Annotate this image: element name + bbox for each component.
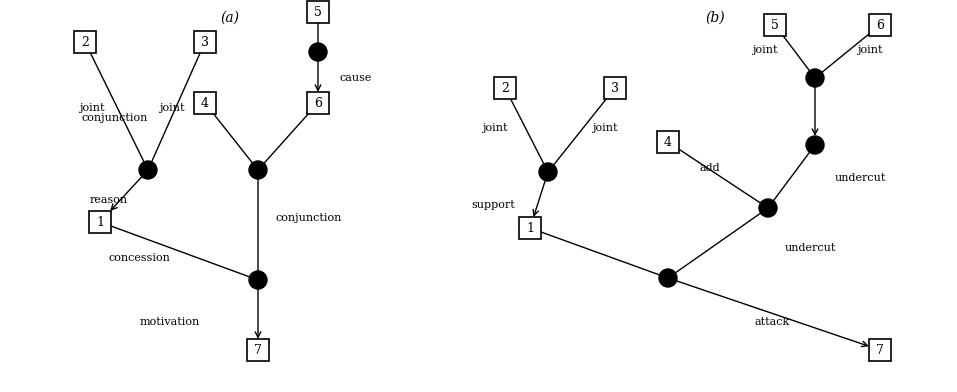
Text: support: support — [471, 200, 515, 210]
Bar — [657, 131, 679, 153]
Text: joint: joint — [79, 103, 105, 113]
Bar — [869, 339, 891, 361]
Text: 7: 7 — [254, 343, 262, 356]
Circle shape — [659, 269, 677, 287]
Text: 4: 4 — [664, 136, 672, 149]
Text: 6: 6 — [314, 96, 322, 109]
Text: concession: concession — [108, 253, 170, 263]
Text: joint: joint — [592, 123, 618, 133]
Bar — [194, 31, 216, 53]
Bar — [519, 217, 541, 239]
Text: 7: 7 — [876, 343, 884, 356]
Text: 2: 2 — [81, 36, 89, 49]
Text: add: add — [700, 163, 721, 173]
Text: 2: 2 — [501, 82, 509, 94]
Circle shape — [139, 161, 157, 179]
Text: cause: cause — [340, 73, 372, 83]
Text: 1: 1 — [96, 216, 104, 229]
Text: conjunction: conjunction — [275, 213, 342, 223]
Circle shape — [249, 161, 267, 179]
Circle shape — [759, 199, 777, 217]
Text: motivation: motivation — [140, 317, 200, 327]
Bar — [247, 339, 269, 361]
Text: 5: 5 — [771, 18, 779, 31]
Text: 5: 5 — [314, 5, 322, 18]
Text: reason: reason — [90, 195, 128, 205]
Text: joint: joint — [857, 45, 883, 55]
Circle shape — [806, 69, 824, 87]
Bar — [307, 1, 329, 23]
Text: 3: 3 — [611, 82, 619, 94]
Bar — [604, 77, 626, 99]
Bar — [764, 14, 786, 36]
Text: attack: attack — [755, 317, 790, 327]
Text: undercut: undercut — [835, 173, 886, 183]
Bar — [494, 77, 516, 99]
Bar — [89, 211, 111, 233]
Text: 1: 1 — [526, 221, 534, 234]
Bar — [869, 14, 891, 36]
Circle shape — [249, 271, 267, 289]
Bar — [74, 31, 96, 53]
Text: undercut: undercut — [785, 243, 836, 253]
Bar — [307, 92, 329, 114]
Text: (b): (b) — [705, 11, 724, 25]
Text: 4: 4 — [201, 96, 209, 109]
Bar — [194, 92, 216, 114]
Circle shape — [806, 136, 824, 154]
Text: joint: joint — [752, 45, 778, 55]
Circle shape — [539, 163, 557, 181]
Text: 3: 3 — [201, 36, 209, 49]
Text: conjunction: conjunction — [81, 113, 148, 123]
Circle shape — [309, 43, 327, 61]
Text: joint: joint — [482, 123, 508, 133]
Text: joint: joint — [160, 103, 185, 113]
Text: 6: 6 — [876, 18, 884, 31]
Text: (a): (a) — [220, 11, 239, 25]
